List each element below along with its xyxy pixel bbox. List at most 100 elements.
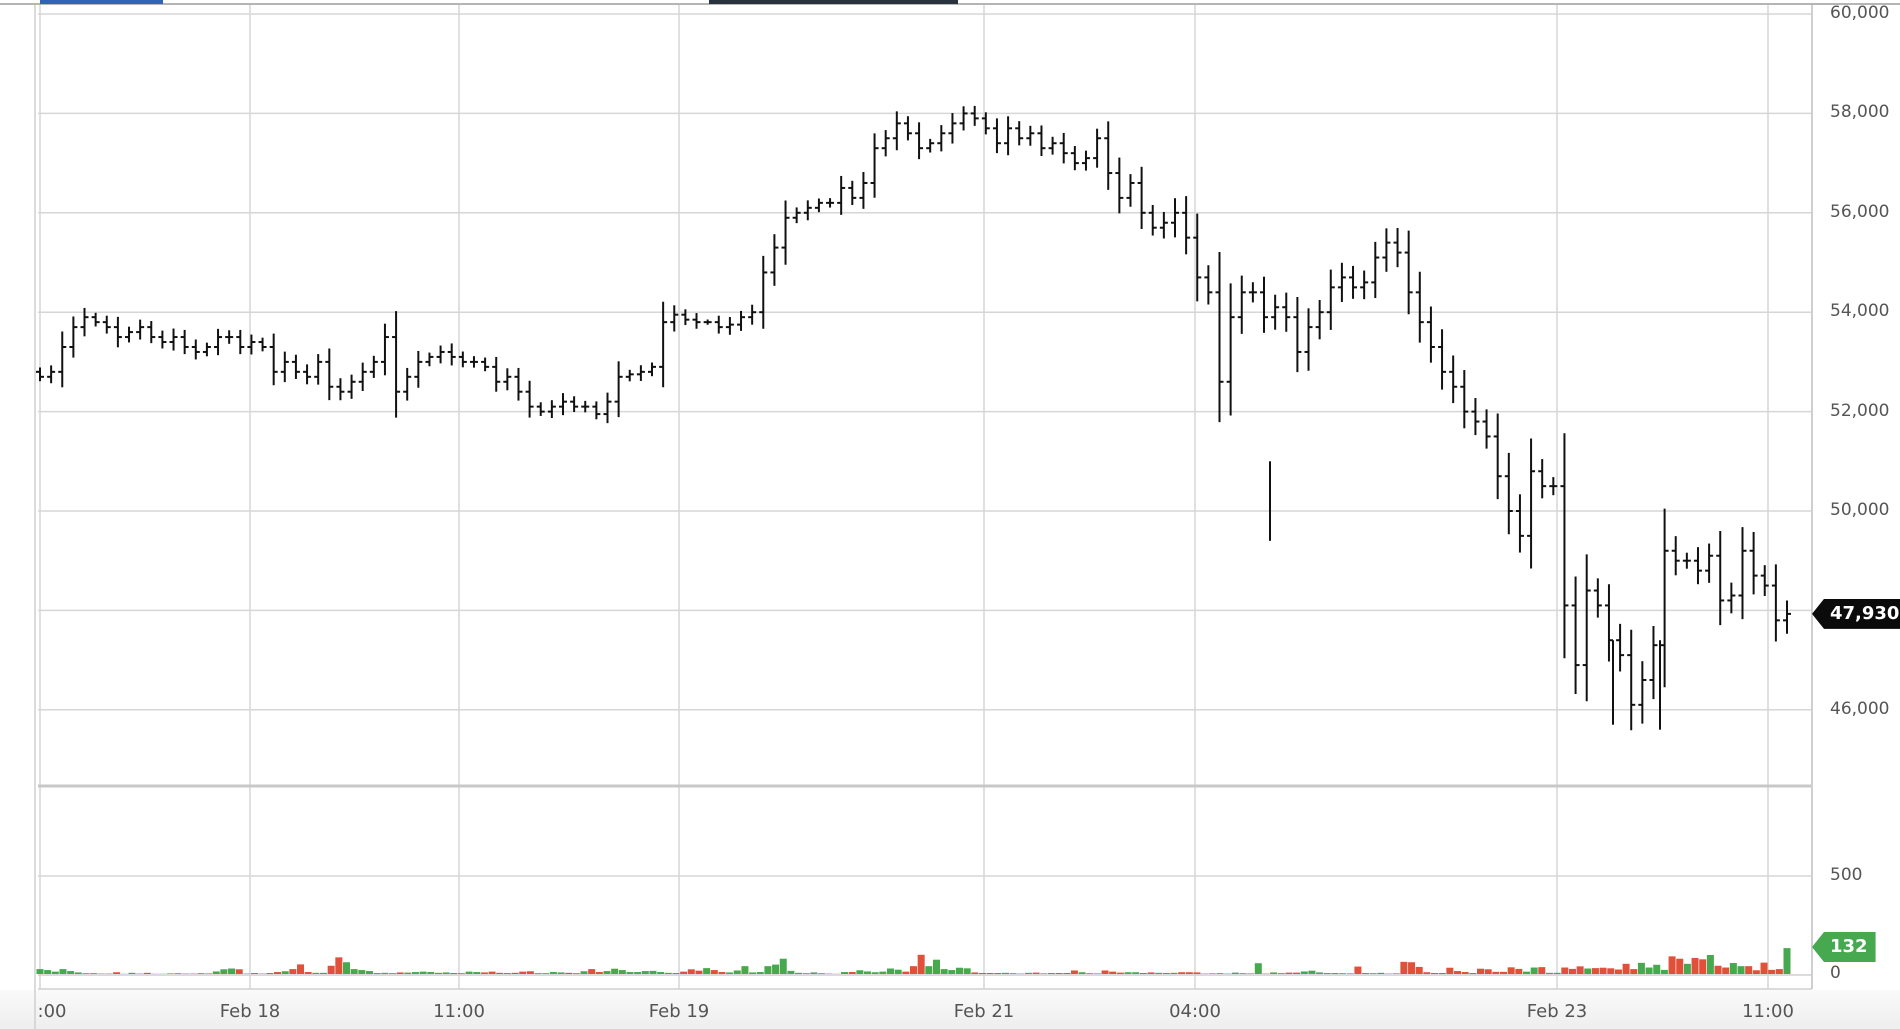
volume-bar [457, 973, 465, 974]
volume-bar [128, 972, 136, 974]
volume-bar [1454, 971, 1462, 974]
volume-bar [1339, 973, 1347, 974]
volume-bar [404, 972, 412, 974]
volume-bar [1622, 963, 1630, 974]
volume-bar [342, 962, 350, 974]
volume-bar [1775, 969, 1783, 974]
volume-bar [902, 971, 910, 974]
volume-bar [733, 970, 741, 974]
volume-bar [312, 972, 320, 974]
volume-bar [963, 968, 971, 974]
volume-bar [1231, 972, 1239, 974]
volume-bar [166, 973, 174, 974]
price-axis-label: 60,000 [1830, 3, 1890, 23]
volume-bar [1392, 973, 1400, 974]
volume-bar [710, 970, 718, 974]
volume-bar [549, 972, 557, 974]
volume-bar [228, 968, 236, 974]
volume-bar [220, 969, 228, 974]
volume-bar [1729, 963, 1737, 974]
volume-bar [1446, 967, 1454, 974]
volume-bar [1645, 967, 1653, 974]
volume-bar [358, 970, 366, 974]
volume-bar [450, 973, 458, 974]
volume-bar [917, 954, 925, 974]
volume-bar [1408, 962, 1416, 974]
volume-bar [82, 973, 90, 974]
volume-bar [434, 972, 442, 974]
volume-bar [595, 972, 603, 974]
volume-bar [948, 970, 956, 974]
volume-bar [986, 973, 994, 974]
volume-bar [1400, 961, 1408, 974]
volume-bar [1691, 957, 1699, 974]
volume-bar [205, 973, 213, 974]
volume-bar [44, 970, 52, 974]
tab-indicator-dark[interactable] [709, 0, 958, 4]
volume-bar [1576, 966, 1584, 974]
volume-bar [1630, 969, 1638, 974]
volume-bar [1637, 962, 1645, 974]
volume-bar [1078, 972, 1086, 974]
volume-bar [1070, 970, 1078, 974]
volume-bar [657, 972, 665, 974]
tab-indicator-active[interactable] [40, 0, 163, 4]
volume-bar [802, 973, 810, 974]
volume-bar [1438, 973, 1446, 974]
volume-bar [618, 970, 626, 974]
volume-bar [1760, 962, 1768, 974]
volume-bar [978, 973, 986, 974]
volume-bar [251, 973, 259, 974]
last-price-tag: 47,930 [1812, 598, 1900, 629]
volume-bar [1093, 973, 1101, 974]
volume-bar [365, 971, 373, 974]
volume-bar [1484, 969, 1492, 974]
volume-bar [1155, 972, 1163, 974]
volume-bar [74, 972, 82, 974]
volume-bar [1561, 967, 1569, 974]
volume-bar [427, 972, 435, 974]
volume-bar [1683, 963, 1691, 974]
volume-bar [281, 971, 289, 974]
volume-bar [419, 971, 427, 974]
volume-bar [1783, 948, 1791, 974]
volume-bar [1009, 973, 1017, 974]
price-axis-label: 54,000 [1830, 301, 1890, 322]
volume-bar [496, 972, 504, 974]
volume-bar [411, 972, 419, 974]
volume-bar [726, 972, 734, 974]
volume-bar [1354, 966, 1362, 974]
volume-bar [1553, 972, 1561, 974]
last-volume-tag: 132 [1812, 932, 1876, 962]
volume-bar [1599, 967, 1607, 974]
volume-bar [718, 972, 726, 974]
price-axis-label: 46,000 [1830, 698, 1890, 719]
volume-bar [695, 970, 703, 974]
volume-bar [1247, 973, 1255, 974]
volume-bar [59, 969, 67, 974]
volume-bar [1293, 972, 1301, 974]
time-axis-label: :00 [37, 1001, 67, 1022]
volume-bar [864, 971, 872, 974]
volume-bar [388, 973, 396, 974]
volume-bar [1522, 971, 1530, 974]
volume-bar [51, 971, 59, 974]
volume-bar [565, 972, 573, 974]
volume-bar [749, 972, 757, 974]
volume-bar [266, 973, 274, 974]
volume-bar [36, 969, 44, 974]
volume-bar [1132, 972, 1140, 974]
volume-bar [557, 972, 565, 974]
volume-bar [1768, 969, 1776, 974]
volume-bar [1699, 959, 1707, 974]
volume-bar [1331, 973, 1339, 974]
volume-bar [971, 972, 979, 974]
volume-bar [1584, 968, 1592, 974]
volume-bar [67, 971, 75, 974]
volume-bar [534, 973, 542, 974]
volume-bar [1668, 956, 1676, 974]
volume-bar [1208, 973, 1216, 974]
volume-bar [465, 971, 473, 974]
volume-bar [381, 972, 389, 974]
